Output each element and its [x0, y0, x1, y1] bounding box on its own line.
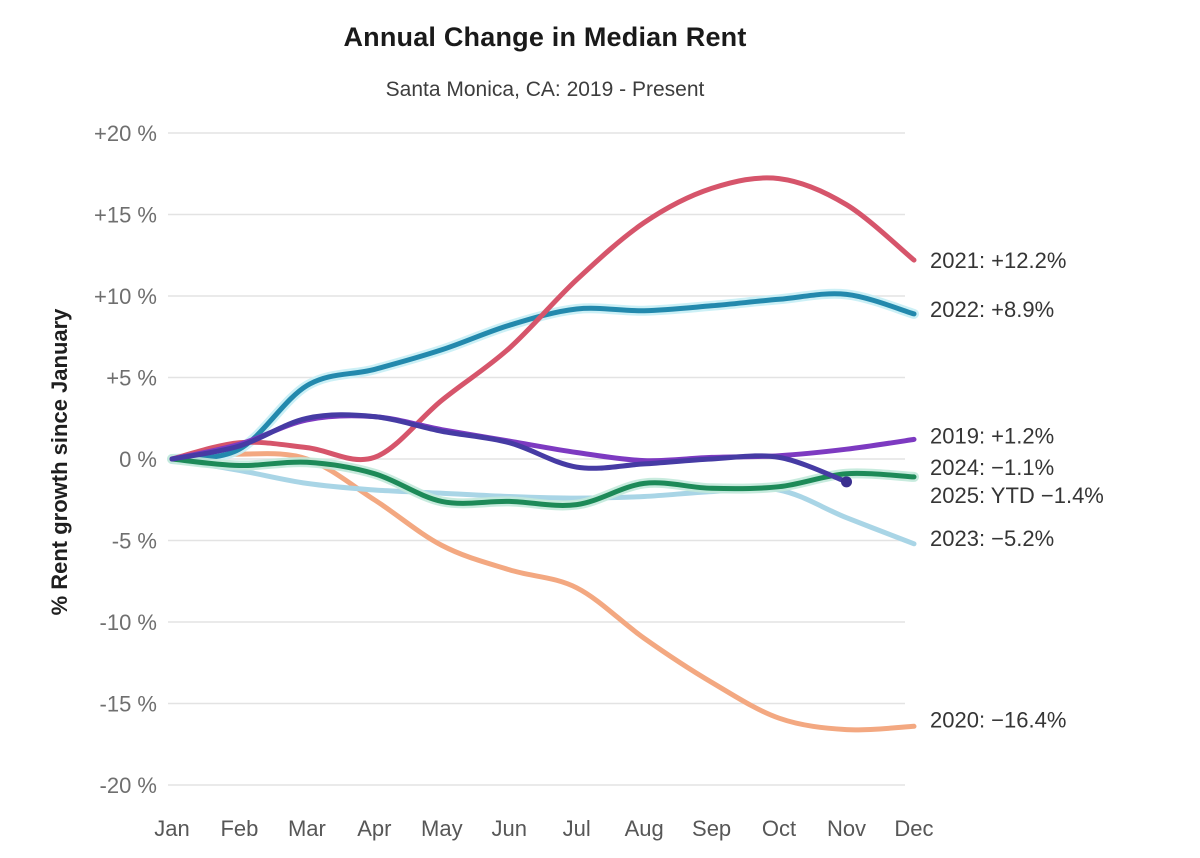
- x-tick-label-dec: Dec: [894, 816, 933, 841]
- y-tick-label: -10 %: [100, 610, 157, 635]
- x-tick-label-oct: Oct: [762, 816, 796, 841]
- series-halo-2022: [167, 288, 919, 464]
- y-tick-label: +15 %: [94, 203, 157, 228]
- y-tick-label: -20 %: [100, 773, 157, 798]
- series-end-label-2021: 2021: +12.2%: [930, 248, 1066, 273]
- y-tick-label: -5 %: [112, 529, 157, 554]
- series-line-2021: [169, 175, 917, 463]
- x-tick-label-may: May: [421, 816, 463, 841]
- y-tick-label: +10 %: [94, 284, 157, 309]
- y-tick-label: +20 %: [94, 121, 157, 146]
- series-end-label-2024: 2024: −1.1%: [930, 455, 1054, 480]
- x-tick-label-feb: Feb: [220, 816, 258, 841]
- y-tick-label: -15 %: [100, 692, 157, 717]
- x-tick-label-nov: Nov: [827, 816, 866, 841]
- x-tick-label-sep: Sep: [692, 816, 731, 841]
- x-tick-label-jul: Jul: [563, 816, 591, 841]
- y-tick-label: 0 %: [119, 447, 157, 472]
- x-tick-label-aug: Aug: [625, 816, 664, 841]
- series-end-label-2019: 2019: +1.2%: [930, 423, 1054, 448]
- chart-title: Annual Change in Median Rent: [343, 22, 747, 52]
- series-line-2025: [169, 412, 849, 485]
- x-tick-label-apr: Apr: [357, 816, 391, 841]
- series-line-2024: [169, 456, 917, 508]
- series-end-label-2022: 2022: +8.9%: [930, 297, 1054, 322]
- chart-subtitle: Santa Monica, CA: 2019 - Present: [385, 78, 705, 101]
- series-end-label-2025: 2025: YTD −1.4%: [930, 483, 1104, 508]
- series-end-label-2020: 2020: −16.4%: [930, 707, 1066, 732]
- y-tick-label: +5 %: [106, 366, 157, 391]
- x-tick-label-jan: Jan: [154, 816, 189, 841]
- x-tick-label-jun: Jun: [492, 816, 527, 841]
- series-line-2023: [169, 456, 917, 547]
- series-end-dot-2025: [841, 476, 852, 488]
- x-tick-label-mar: Mar: [288, 816, 326, 841]
- series-end-label-2023: 2023: −5.2%: [930, 526, 1054, 551]
